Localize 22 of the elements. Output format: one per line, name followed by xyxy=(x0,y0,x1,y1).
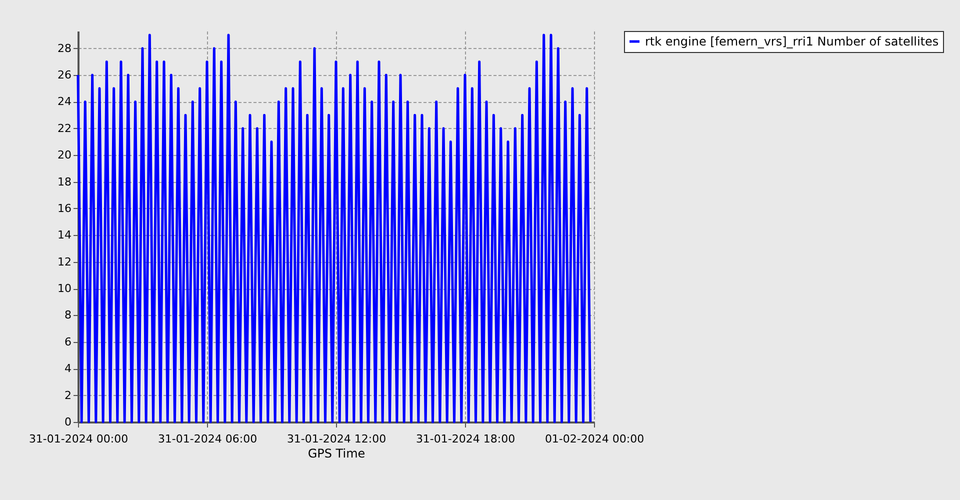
x-tick-label: 01-02-2024 00:00 xyxy=(544,432,644,446)
y-tick-label: 18 xyxy=(58,175,72,188)
x-tick-label: 31-01-2024 06:00 xyxy=(158,432,258,446)
x-tick-label: 31-01-2024 12:00 xyxy=(286,432,386,446)
x-tick-label: 31-01-2024 18:00 xyxy=(416,432,516,446)
y-tick-label: 0 xyxy=(64,416,72,428)
y-tick-label: 28 xyxy=(58,42,72,55)
y-tick-label: 20 xyxy=(58,148,72,162)
y-tick-label: 2 xyxy=(64,388,72,402)
y-tick-label: 22 xyxy=(58,122,72,135)
y-tick-label: 14 xyxy=(58,228,72,242)
y-tick-label: 16 xyxy=(58,202,72,215)
y-tick-label: 4 xyxy=(64,362,72,376)
y-tick-label: 26 xyxy=(58,68,72,82)
x-axis-title: GPS Time xyxy=(308,446,366,460)
y-tick-label: 12 xyxy=(58,255,72,268)
y-tick-label: 24 xyxy=(58,95,72,108)
legend-label: rtk engine [femern_vrs]_rri1 Number of satellites xyxy=(645,34,939,48)
y-tick-label: 10 xyxy=(58,282,72,296)
y-tick-label: 8 xyxy=(64,308,72,322)
y-tick-label: 6 xyxy=(64,335,72,348)
x-tick-label: 31-01-2024 00:00 xyxy=(28,432,128,446)
